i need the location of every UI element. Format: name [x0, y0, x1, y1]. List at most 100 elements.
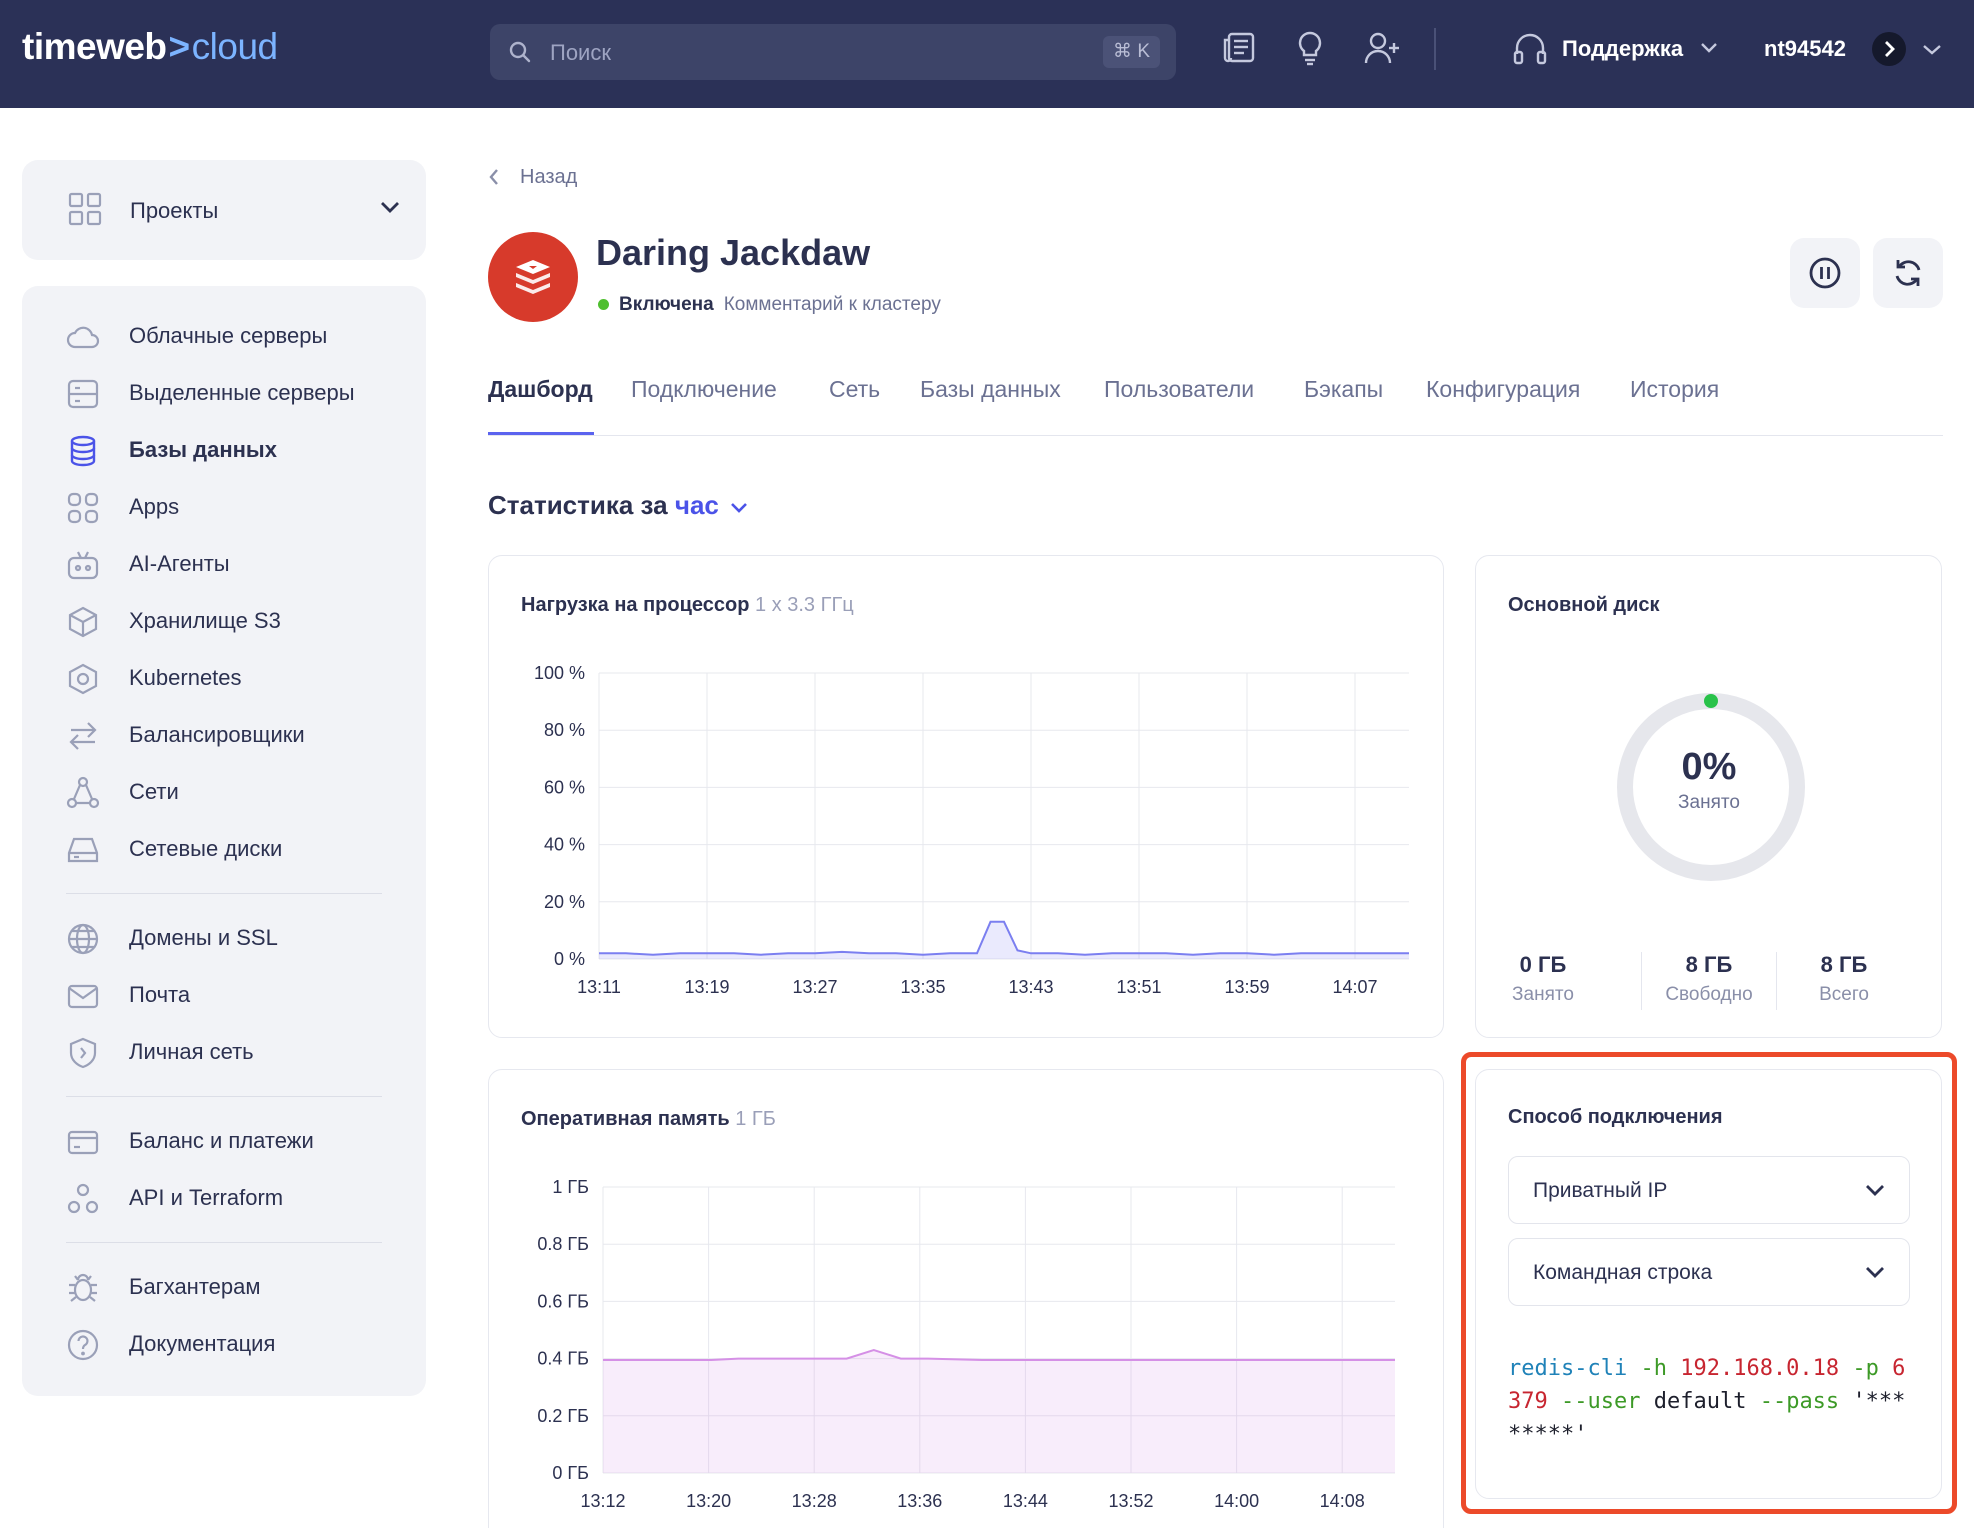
- disk-stat-total: 8 ГБ Всего: [1777, 952, 1911, 1006]
- disk-card-title: Основной диск: [1508, 594, 1660, 616]
- projects-selector[interactable]: Проекты: [22, 160, 426, 260]
- sidebar-divider: [66, 893, 382, 894]
- sidebar-item-private-network[interactable]: Личная сеть: [22, 1028, 426, 1074]
- connection-method-select[interactable]: Командная строка: [1508, 1238, 1910, 1306]
- ram-chart-card: Оперативная память 1 ГБ 1 ГБ 0.8 ГБ 0.6 ГБ…: [488, 1069, 1444, 1528]
- cluster-status: Включена Комментарий к кластеру: [598, 294, 941, 316]
- tab-configuration[interactable]: Конфигурация: [1426, 376, 1581, 402]
- sidebar-item-ai-agents[interactable]: AI-Агенты: [22, 540, 426, 586]
- sidebar-item-s3[interactable]: Хранилище S3: [22, 597, 426, 643]
- sidebar-item-label: Багхантерам: [129, 1274, 261, 1299]
- sidebar-item-label: Выделенные серверы: [129, 380, 355, 405]
- cpu-card-title: Нагрузка на процессор 1 x 3.3 ГГц: [521, 594, 854, 617]
- server-icon: [67, 379, 99, 409]
- mail-icon: [67, 984, 99, 1009]
- sidebar-divider: [66, 1242, 382, 1243]
- disk-stat-value: 8 ГБ: [1820, 952, 1868, 977]
- globe-icon: [67, 923, 99, 955]
- logo-separator: >: [168, 26, 191, 67]
- sidebar-item-mail[interactable]: Почта: [22, 971, 426, 1017]
- sidebar-item-databases[interactable]: Базы данных: [22, 426, 426, 472]
- disk-stat-used: 0 ГБ Занято: [1476, 952, 1610, 1006]
- tab-users[interactable]: Пользователи: [1104, 376, 1255, 402]
- connection-command[interactable]: redis-cli -h 192.168.0.18 -p 6379 --user…: [1508, 1352, 1918, 1451]
- network-type-value: Приватный IP: [1533, 1179, 1668, 1202]
- y-tick-label: 0.2 ГБ: [537, 1406, 589, 1426]
- code-user: default: [1653, 1389, 1747, 1414]
- search-input[interactable]: Поиск ⌘ K: [490, 24, 1176, 80]
- sidebar-item-bughunters[interactable]: Багхантерам: [22, 1263, 426, 1309]
- stats-heading: Статистика за час: [488, 490, 748, 521]
- header-divider: [1434, 28, 1436, 70]
- tab-network[interactable]: Сеть: [829, 376, 881, 402]
- user-arrow-button[interactable]: [1872, 32, 1906, 66]
- code-flag: -h: [1640, 1356, 1667, 1381]
- logo-main-text: timeweb: [22, 26, 167, 67]
- sidebar-item-label: Сетевые диски: [129, 836, 283, 861]
- active-tab-indicator: [488, 432, 594, 435]
- arrows-icon: [69, 722, 97, 750]
- cloud-icon: [66, 326, 100, 349]
- y-tick-label: 0 %: [554, 949, 585, 969]
- x-tick-label: 14:00: [1214, 1491, 1259, 1511]
- sidebar-item-label: Личная сеть: [129, 1039, 254, 1064]
- disk-stat-divider: [1776, 952, 1777, 1010]
- disk-stat-free: 8 ГБ Свободно: [1642, 952, 1776, 1006]
- sidebar-item-networks[interactable]: Сети: [22, 768, 426, 814]
- news-icon[interactable]: [1222, 30, 1258, 66]
- logo[interactable]: timeweb>cloud: [22, 26, 278, 68]
- tab-databases[interactable]: Базы данных: [920, 376, 1061, 402]
- projects-label: Проекты: [130, 198, 219, 223]
- lightbulb-icon[interactable]: [1292, 30, 1328, 66]
- code-port: 6379: [1508, 1356, 1906, 1414]
- search-placeholder: Поиск: [550, 40, 611, 65]
- tab-backups[interactable]: Бэкапы: [1304, 376, 1384, 402]
- y-tick-label: 0 ГБ: [552, 1463, 589, 1483]
- y-tick-label: 20 %: [544, 892, 585, 912]
- page-title: Daring Jackdaw: [596, 232, 871, 273]
- sidebar-item-billing[interactable]: Баланс и платежи: [22, 1117, 426, 1163]
- y-tick-label: 80 %: [544, 720, 585, 740]
- add-user-icon[interactable]: [1364, 30, 1400, 66]
- headset-icon: [1513, 33, 1547, 65]
- disk-stat-value: 0 ГБ: [1519, 952, 1567, 977]
- sidebar-item-domains[interactable]: Домены и SSL: [22, 914, 426, 960]
- apps-icon: [67, 492, 99, 524]
- stats-prefix: Статистика за: [488, 490, 668, 520]
- y-tick-label: 0.4 ГБ: [537, 1349, 589, 1369]
- cluster-comment[interactable]: Комментарий к кластеру: [723, 294, 941, 315]
- sidebar-item-cloud-servers[interactable]: Облачные серверы: [22, 312, 426, 358]
- network-type-select[interactable]: Приватный IP: [1508, 1156, 1910, 1224]
- pause-button[interactable]: [1790, 238, 1860, 308]
- tab-history[interactable]: История: [1630, 376, 1720, 402]
- code-flag: -p: [1852, 1356, 1879, 1381]
- restart-button[interactable]: [1873, 238, 1943, 308]
- chevron-down-icon[interactable]: [730, 502, 748, 514]
- x-tick-label: 13:51: [1116, 977, 1161, 997]
- sidebar-item-kubernetes[interactable]: Kubernetes: [22, 654, 426, 700]
- disk-stat-divider: [1641, 952, 1642, 1010]
- database-icon: [70, 435, 96, 467]
- tab-dashboard[interactable]: Дашборд: [488, 376, 593, 402]
- sidebar-item-dedicated-servers[interactable]: Выделенные серверы: [22, 369, 426, 415]
- x-tick-label: 13:20: [686, 1491, 731, 1511]
- sidebar-item-api[interactable]: API и Terraform: [22, 1174, 426, 1220]
- stats-period-selector[interactable]: час: [674, 490, 719, 520]
- cpu-chart-card: Нагрузка на процессор 1 x 3.3 ГГц 100 % 8…: [488, 555, 1444, 1038]
- user-menu-chevron-icon[interactable]: [1922, 44, 1942, 56]
- code-host: 192.168.0.18: [1680, 1356, 1840, 1381]
- pause-icon: [1809, 257, 1841, 289]
- sidebar-item-label: Хранилище S3: [129, 608, 281, 633]
- username[interactable]: nt94542: [1764, 36, 1846, 61]
- sidebar-item-apps[interactable]: Apps: [22, 483, 426, 529]
- sidebar-item-label: Облачные серверы: [129, 323, 328, 348]
- tab-connection[interactable]: Подключение: [631, 376, 777, 402]
- x-tick-label: 13:19: [684, 977, 729, 997]
- network-icon: [66, 776, 100, 809]
- sidebar-item-docs[interactable]: Документация: [22, 1320, 426, 1366]
- sidebar-item-label: Документация: [129, 1331, 276, 1356]
- sidebar-item-network-disks[interactable]: Сетевые диски: [22, 825, 426, 871]
- sidebar-item-balancers[interactable]: Балансировщики: [22, 711, 426, 757]
- x-tick-label: 13:28: [792, 1491, 837, 1511]
- connection-card-title: Способ подключения: [1508, 1106, 1723, 1128]
